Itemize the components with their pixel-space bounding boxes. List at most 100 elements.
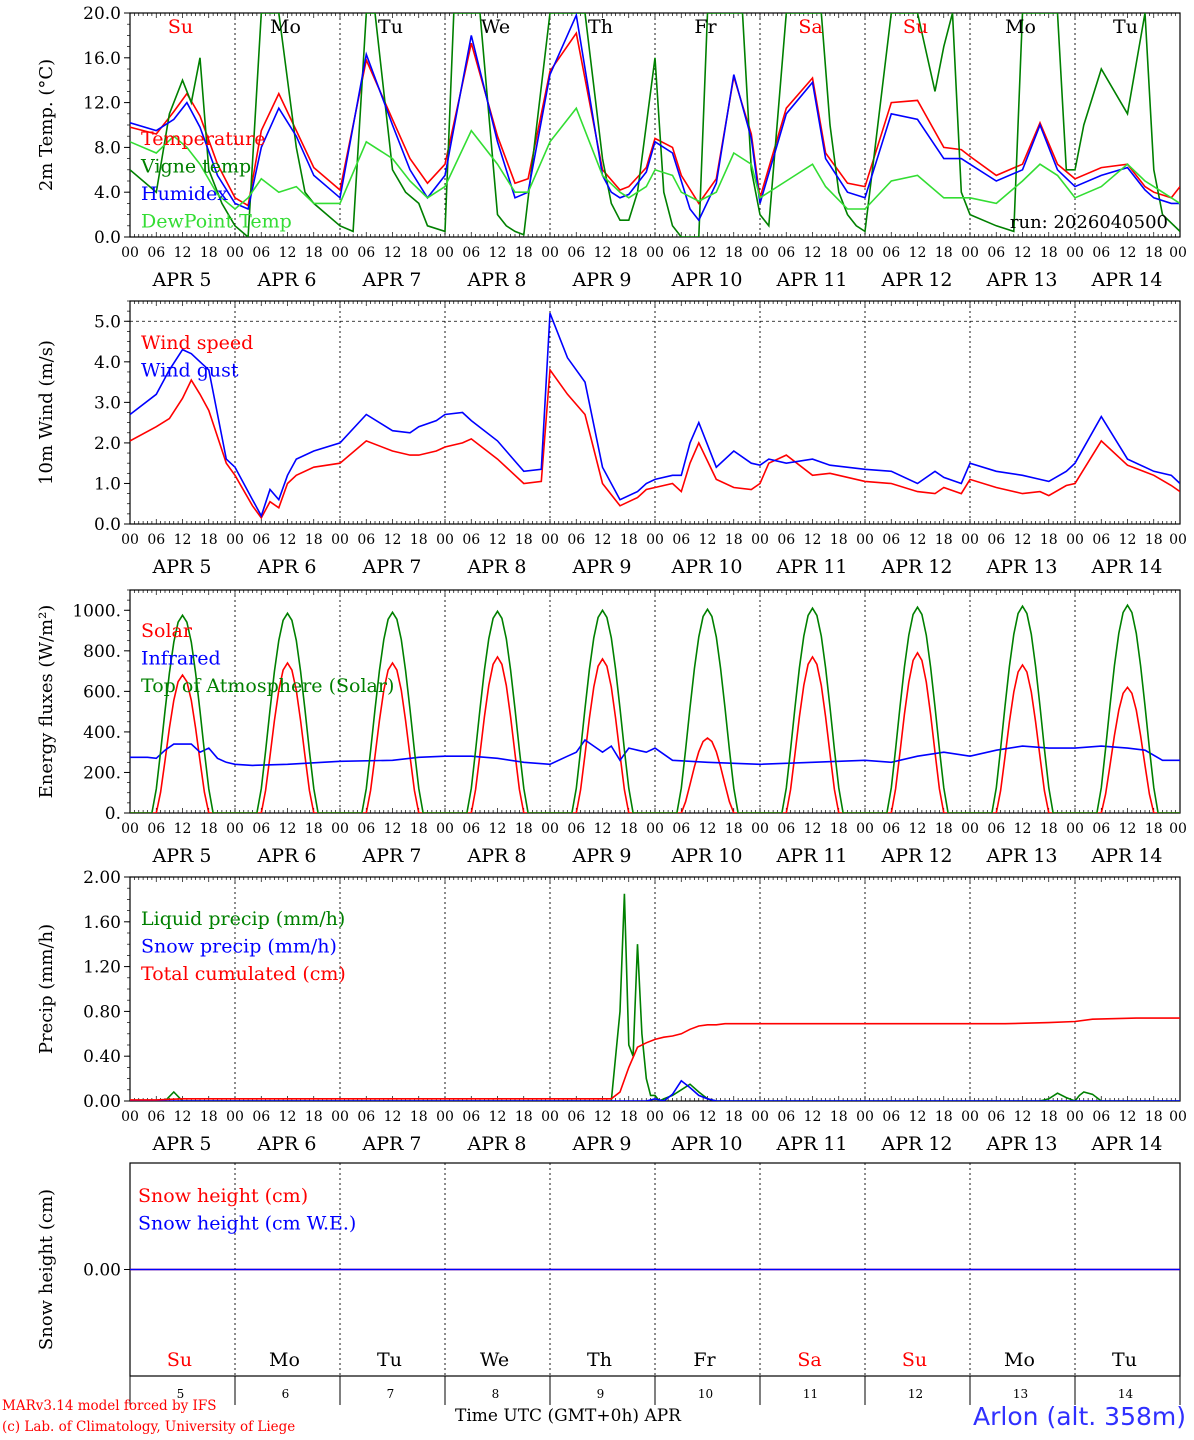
hour-label: 18 — [935, 1109, 953, 1125]
hour-label: 12 — [279, 821, 297, 837]
date-label: APR 7 — [362, 1133, 422, 1155]
legend-entry: Wind speed — [141, 332, 253, 354]
hour-label: 12 — [384, 1109, 402, 1125]
hour-label: 12 — [699, 1109, 717, 1125]
hour-label: 00 — [646, 1109, 664, 1125]
date-label: APR 8 — [467, 845, 527, 867]
y-tick-label: 0.0 — [94, 228, 121, 248]
hour-label: 00 — [226, 532, 244, 548]
hour-label: 12 — [384, 821, 402, 837]
hour-label: 12 — [174, 245, 192, 261]
y-tick-label: 600. — [83, 682, 121, 702]
hour-label: 06 — [882, 1109, 900, 1125]
date-label: APR 8 — [467, 269, 527, 291]
run-annotation: run: 2026040500 — [1010, 212, 1168, 233]
hour-label: 12 — [489, 1109, 507, 1125]
y-tick-label: 12.0 — [83, 94, 121, 114]
hour-label: 18 — [410, 532, 428, 548]
date-label: APR 5 — [152, 269, 212, 291]
hour-label: 00 — [1066, 532, 1084, 548]
hour-label: 12 — [279, 532, 297, 548]
y-tick-label: 2.0 — [94, 434, 121, 454]
day-number: 13 — [1013, 1387, 1028, 1401]
hour-label: 18 — [725, 532, 743, 548]
date-label: APR 14 — [1090, 556, 1162, 578]
hour-label: 06 — [357, 532, 375, 548]
hour-label: 12 — [174, 532, 192, 548]
hour-label: 18 — [305, 245, 323, 261]
day-number: 11 — [803, 1387, 818, 1401]
hour-label: 12 — [384, 245, 402, 261]
hour-label: 18 — [935, 821, 953, 837]
hour-label: 06 — [462, 1109, 480, 1125]
date-label: APR 7 — [362, 845, 422, 867]
series-snow-precip-mm-h- — [130, 1079, 1180, 1101]
hour-label: 06 — [882, 532, 900, 548]
legend-entry: Vigne temp — [140, 156, 251, 178]
hour-label: 06 — [882, 245, 900, 261]
day-number: 6 — [282, 1387, 290, 1401]
panel-1: 0.0 4.0 8.0 12.0 16.0 20.0 2m Temp. (°C) Temper… — [36, 4, 1187, 291]
hour-label: 12 — [174, 1109, 192, 1125]
hour-label: 00 — [436, 1109, 454, 1125]
hour-label: 18 — [620, 821, 638, 837]
date-label: APR 7 — [362, 556, 422, 578]
y-tick-label: 1000. — [72, 601, 121, 621]
legend-entry: DewPoint Temp — [141, 211, 292, 233]
hour-label: 06 — [462, 821, 480, 837]
hour-label: 18 — [305, 1109, 323, 1125]
hour-label: 06 — [777, 245, 795, 261]
hour-label: 00 — [856, 532, 874, 548]
hour-label: 12 — [489, 821, 507, 837]
hour-label: 12 — [1119, 1109, 1137, 1125]
date-label: APR 14 — [1090, 1133, 1162, 1155]
hour-label: 18 — [515, 1109, 533, 1125]
hour-label: 18 — [935, 532, 953, 548]
panel-2: 0.0 1.0 2.0 3.0 4.0 5.0 10m Wind (m/s) Wind spe… — [36, 300, 1187, 578]
y-tick-label: 20.0 — [83, 4, 121, 24]
hour-label: 12 — [1014, 532, 1032, 548]
series-temperature — [130, 31, 1180, 207]
series-liquid-precip-mm-h- — [130, 893, 1180, 1101]
date-label: APR 13 — [985, 1133, 1057, 1155]
date-label: APR 12 — [880, 1133, 952, 1155]
hour-label: 12 — [1119, 532, 1137, 548]
date-label: APR 10 — [670, 556, 742, 578]
date-label: APR 7 — [362, 269, 422, 291]
hour-label: 06 — [1092, 245, 1110, 261]
hour-label: 06 — [357, 821, 375, 837]
date-label: APR 13 — [985, 269, 1057, 291]
hour-label: 06 — [462, 245, 480, 261]
y-axis-label: Precip (mm/h) — [36, 924, 57, 1054]
legend-entry: Snow height (cm W.E.) — [138, 1213, 356, 1235]
hour-label: 00 — [331, 1109, 349, 1125]
hour-label: 00 — [1169, 532, 1187, 548]
hour-label: 00 — [961, 1109, 979, 1125]
legend-entry: Infrared — [141, 648, 221, 670]
series-solar — [130, 651, 1180, 813]
hour-label: 06 — [567, 245, 585, 261]
hour-label: 06 — [147, 1109, 165, 1125]
date-label: APR 13 — [985, 845, 1057, 867]
hour-label: 18 — [830, 1109, 848, 1125]
hour-label: 00 — [331, 245, 349, 261]
y-tick-label: 0.40 — [83, 1047, 121, 1067]
legend-entry: Solar — [141, 620, 193, 642]
day-number: 12 — [908, 1387, 923, 1401]
date-label: APR 11 — [775, 556, 847, 578]
hour-label: 12 — [174, 821, 192, 837]
hour-label: 18 — [1040, 1109, 1058, 1125]
date-label: APR 6 — [257, 269, 317, 291]
hour-label: 00 — [856, 245, 874, 261]
legend-entry: Humidex — [141, 183, 228, 205]
hour-label: 06 — [882, 821, 900, 837]
hour-label: 18 — [1040, 821, 1058, 837]
hour-label: 00 — [541, 821, 559, 837]
hour-label: 18 — [1145, 245, 1163, 261]
series-dewpoint-temp — [130, 106, 1180, 211]
weekday-label: Su — [167, 1349, 192, 1371]
hour-label: 12 — [699, 821, 717, 837]
y-tick-label: 8.0 — [94, 138, 121, 158]
hour-label: 06 — [1092, 1109, 1110, 1125]
hour-label: 18 — [1040, 532, 1058, 548]
